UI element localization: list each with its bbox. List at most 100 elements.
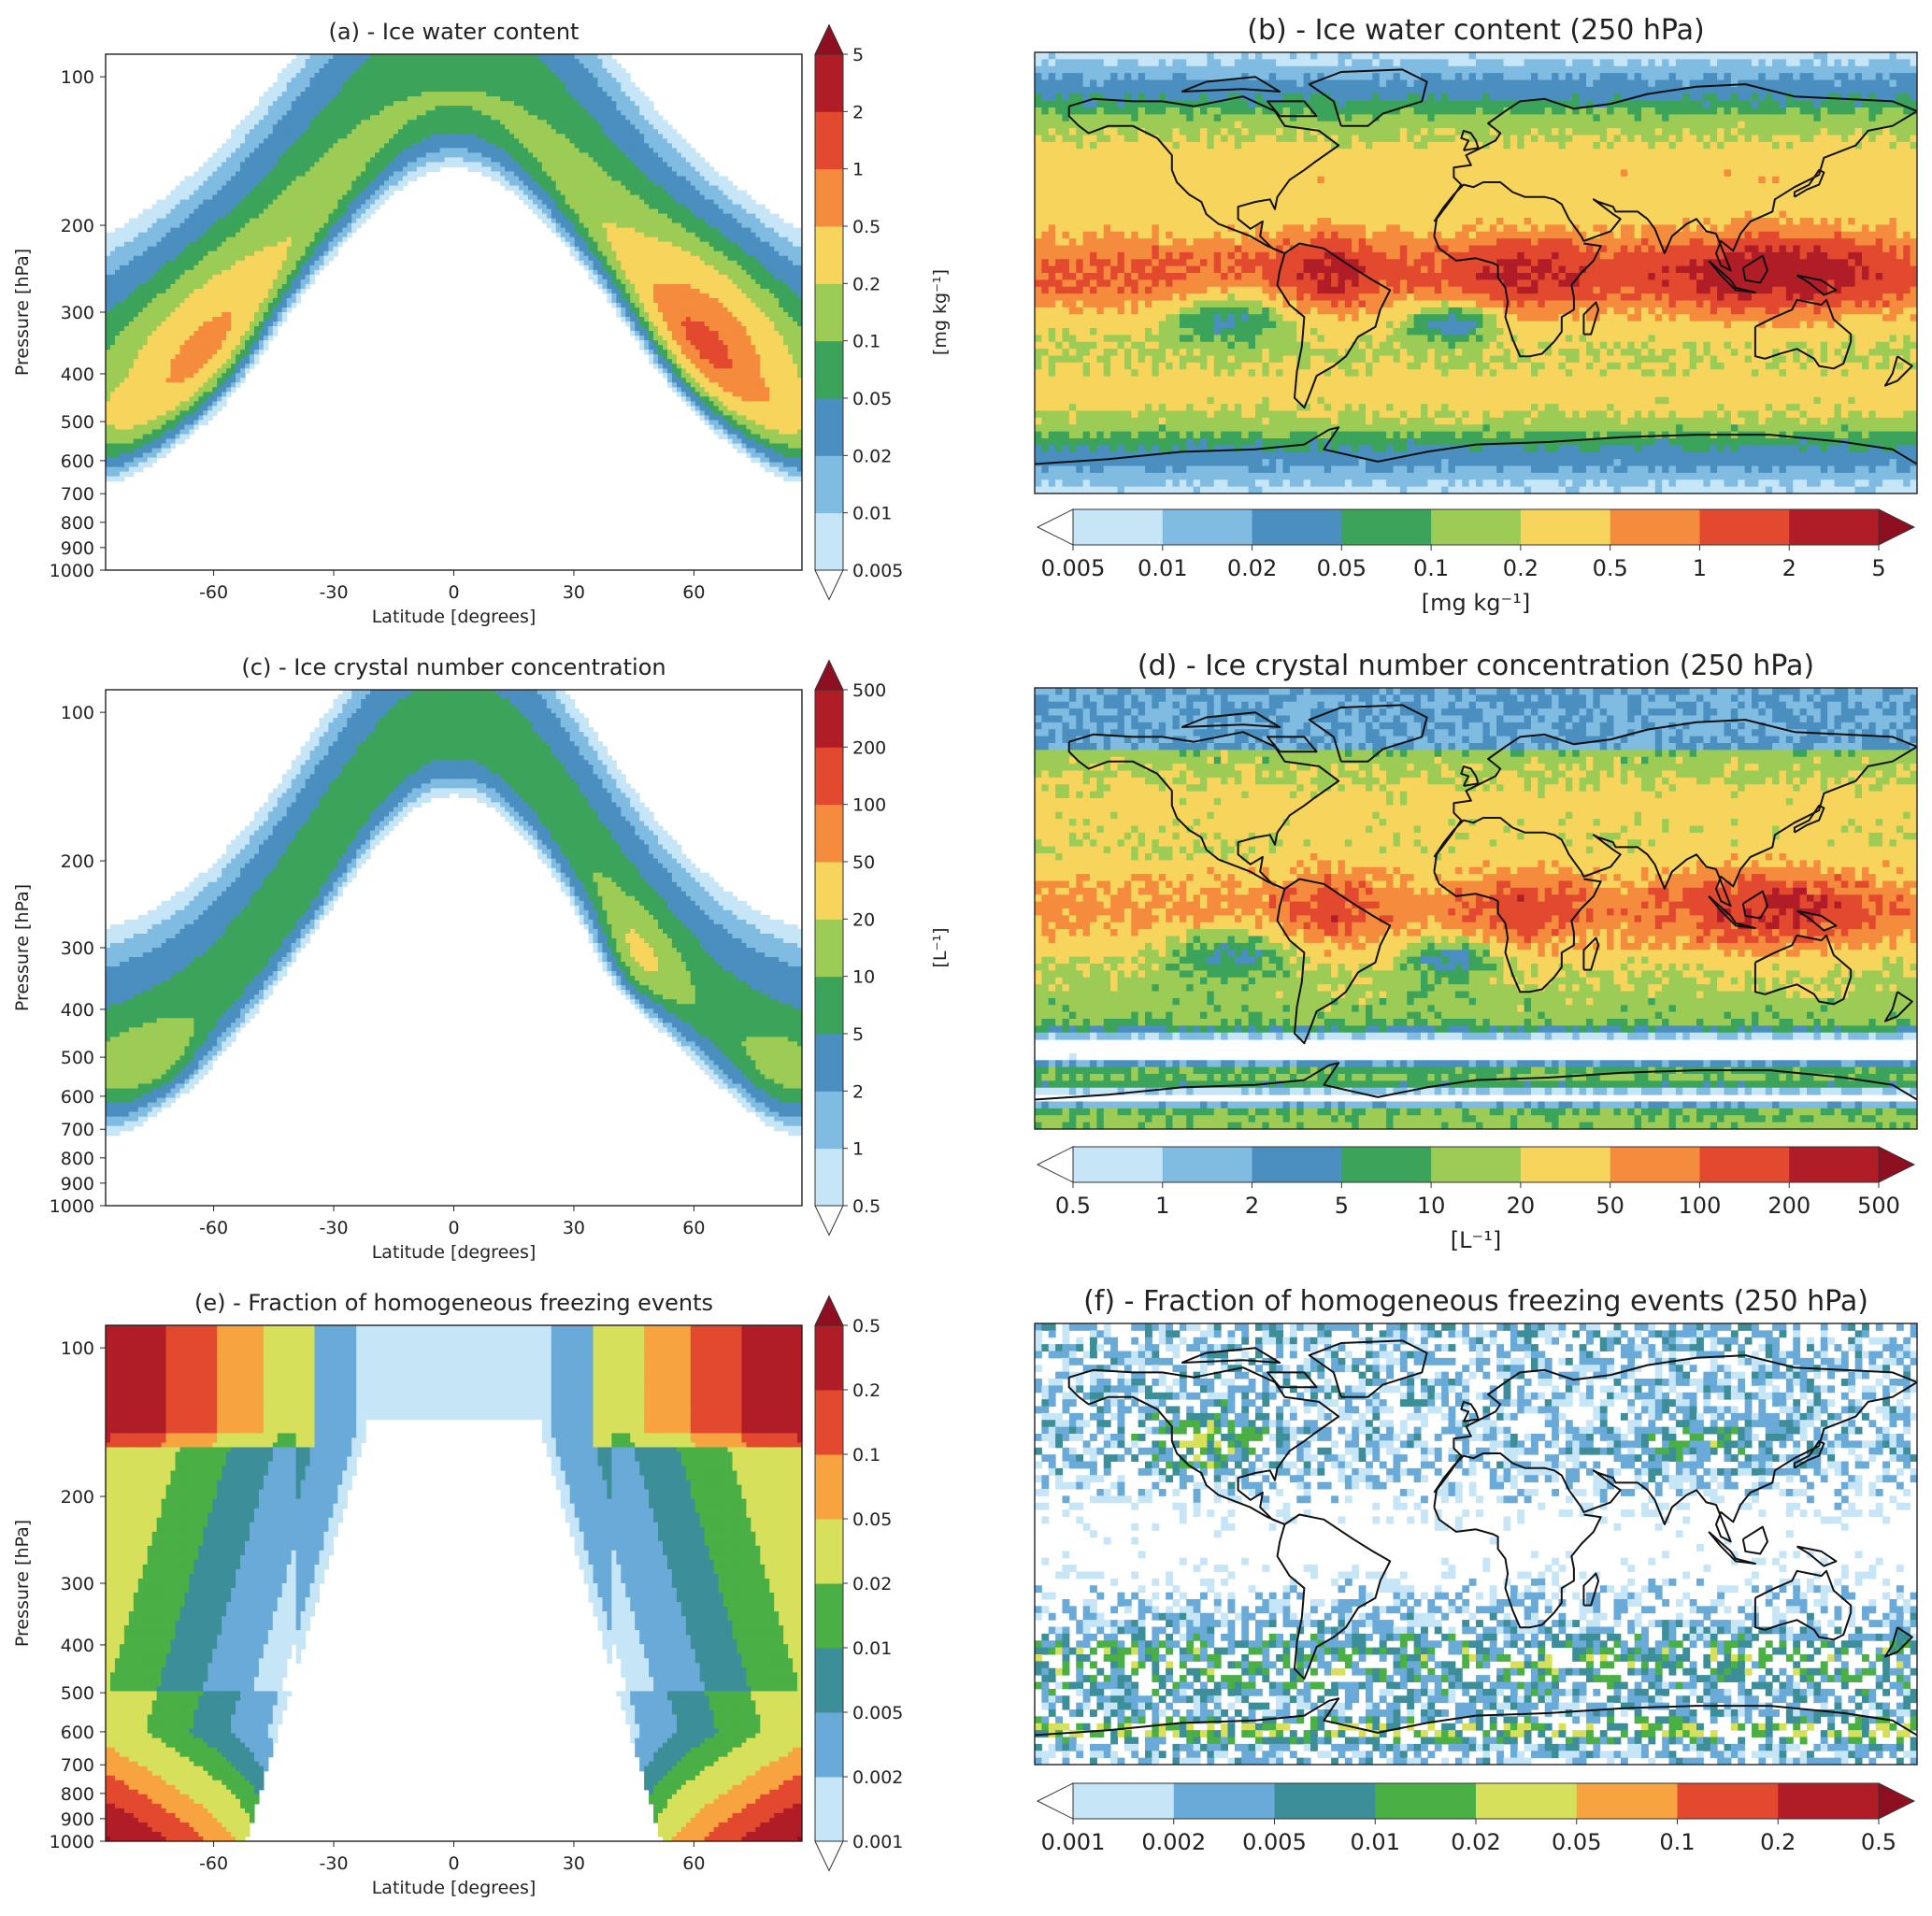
colorbar-tick-label: 1 bbox=[1155, 1193, 1169, 1219]
colorbar-tick-label: 0.1 bbox=[852, 1445, 880, 1466]
contour-field bbox=[106, 54, 802, 482]
colorbar-segment bbox=[1073, 1147, 1164, 1182]
colorbar-tick-label: 0.002 bbox=[1141, 1829, 1206, 1855]
x-tick-label: -30 bbox=[320, 582, 349, 603]
y-tick-label: 500 bbox=[61, 412, 94, 433]
colorbar-segment bbox=[1699, 509, 1790, 545]
colorbar-tick-label: 100 bbox=[852, 795, 886, 816]
y-tick-label: 1000 bbox=[50, 561, 94, 581]
colorbar-segment bbox=[815, 1712, 843, 1778]
colorbar-under-triangle bbox=[1036, 1146, 1074, 1183]
colorbar-tick-label: 0.005 bbox=[852, 1703, 903, 1723]
colorbar-segment bbox=[815, 512, 843, 571]
y-tick-label: 600 bbox=[61, 1087, 94, 1108]
colorbar-tick-label: 0.05 bbox=[852, 389, 892, 409]
colorbar-over-triangle bbox=[814, 23, 844, 55]
x-tick-label: 60 bbox=[682, 582, 705, 603]
colorbar-tick-label: 0.02 bbox=[852, 446, 892, 466]
colorbar-segment bbox=[815, 862, 843, 920]
colorbar-tick-label: 200 bbox=[1767, 1193, 1810, 1219]
colorbar-tick-label: 20 bbox=[852, 909, 875, 930]
y-tick-label: 200 bbox=[61, 216, 94, 236]
colorbar-tick-label: 0.002 bbox=[852, 1767, 903, 1788]
colorbar-d: 0.5 1 2 5 10 20 50 100 200 500 [L⁻¹] bbox=[1036, 1146, 1916, 1253]
colorbar-under-triangle bbox=[1036, 1782, 1074, 1820]
y-tick-label: 300 bbox=[61, 1574, 94, 1594]
y-tick-label: 300 bbox=[61, 938, 94, 959]
y-tick-label: 900 bbox=[61, 538, 94, 559]
colorbar-segment bbox=[815, 111, 843, 170]
y-tick-label: 100 bbox=[61, 1338, 94, 1359]
colorbar-tick-label: 5 bbox=[852, 45, 864, 65]
colorbar-tick-label: 0.001 bbox=[1041, 1829, 1106, 1855]
y-tick-label: 200 bbox=[61, 1487, 94, 1508]
y-tick-label: 800 bbox=[61, 1149, 94, 1169]
y-tick-label: 100 bbox=[61, 67, 94, 88]
colorbar-segment bbox=[815, 747, 843, 806]
coastlines bbox=[1035, 1339, 1917, 1737]
y-axis-label: Pressure [hPa] bbox=[12, 1520, 33, 1647]
colorbar-tick-label: 0.001 bbox=[852, 1832, 903, 1852]
colorbar-tick-label: 0.01 bbox=[1351, 1829, 1400, 1855]
coastlines bbox=[1035, 68, 1917, 465]
colorbar-tick-label: 0.2 bbox=[852, 274, 880, 294]
colorbar-segment bbox=[815, 1034, 843, 1092]
colorbar-segment bbox=[815, 168, 843, 227]
gridded-field bbox=[1035, 688, 1917, 1129]
colorbar-tick-label: 0.2 bbox=[1503, 555, 1538, 581]
panel-d: (d) - Ice crystal number concentration (… bbox=[1034, 650, 1918, 1253]
y-tick-label: 400 bbox=[61, 365, 94, 385]
colorbar-segment bbox=[815, 340, 843, 399]
colorbar-tick-label: 0.005 bbox=[1242, 1829, 1307, 1855]
colorbar-segment bbox=[1576, 1783, 1678, 1819]
colorbar-over-triangle bbox=[814, 1294, 844, 1326]
colorbar-segment bbox=[815, 283, 843, 342]
colorbar-segment bbox=[1778, 1783, 1880, 1819]
x-axis-label: Latitude [degrees] bbox=[372, 1878, 537, 1898]
colorbar-tick-label: 10 bbox=[1417, 1193, 1446, 1219]
x-tick-label: 0 bbox=[448, 1218, 459, 1238]
x-tick-label: -60 bbox=[199, 582, 228, 603]
colorbar-tick-label: 0.5 bbox=[1861, 1829, 1896, 1855]
coastlines bbox=[1035, 704, 1917, 1101]
panel-a: -60 -30 0 30 6010020030040050060070080090010… bbox=[12, 19, 951, 627]
colorbar-segment bbox=[1520, 509, 1611, 545]
colorbar-tick-label: 2 bbox=[852, 102, 864, 122]
x-tick-label: -30 bbox=[320, 1218, 349, 1238]
colorbar-tick-label: 0.5 bbox=[852, 1316, 880, 1337]
colorbar-tick-label: 0.02 bbox=[1451, 1829, 1500, 1855]
y-tick-label: 500 bbox=[61, 1048, 94, 1068]
colorbar-tick-label: 2 bbox=[1782, 555, 1796, 581]
colorbar-tick-label: 5 bbox=[1335, 1193, 1349, 1219]
colorbar-segment bbox=[815, 1148, 843, 1207]
y-tick-label: 400 bbox=[61, 1636, 94, 1656]
colorbar-segment bbox=[1073, 1783, 1175, 1819]
colorbar-segment bbox=[1431, 509, 1522, 545]
colorbar-tick-label: 20 bbox=[1507, 1193, 1536, 1219]
colorbar-tick-label: 50 bbox=[852, 852, 875, 873]
x-axis-label: Latitude [degrees] bbox=[372, 607, 537, 627]
colorbar-segment bbox=[815, 1519, 843, 1584]
colorbar-segment bbox=[815, 226, 843, 284]
colorbar-tick-label: 0.5 bbox=[852, 1196, 880, 1217]
colorbar-segment bbox=[815, 919, 843, 978]
panel-b: (b) - Ice water content (250 hPa)0.005 0.… bbox=[1034, 14, 1918, 616]
colorbar-segment bbox=[815, 1325, 843, 1391]
colorbar-segment bbox=[1789, 1147, 1880, 1182]
colorbar-e: 0.001 0.002 0.005 0.01 0.02 0.05 0.1 0.2 0.5 bbox=[814, 1294, 903, 1872]
colorbar-segment bbox=[1610, 1147, 1700, 1182]
colorbar-b: 0.005 0.01 0.02 0.05 0.1 0.2 0.5 1 2 5 [mg kg⁻¹] bbox=[1036, 508, 1916, 616]
colorbar-segment bbox=[1274, 1783, 1376, 1819]
panel-e: -60 -30 0 30 60 100 200 300 400 500 600 700 800 90010… bbox=[12, 1290, 903, 1898]
colorbar-under-triangle bbox=[1036, 508, 1074, 546]
colorbar-a: 0.005 0.01 0.02 0.05 0.1 0.2 0.5 1 2 5 [mg kg⁻¹] bbox=[814, 23, 951, 601]
colorbar-tick-label: 0.005 bbox=[852, 561, 903, 581]
panel-title: (d) - Ice crystal number concentration (… bbox=[1138, 650, 1814, 682]
colorbar-segment bbox=[815, 690, 843, 748]
panel-title: (a) - Ice water content bbox=[329, 19, 580, 45]
colorbar-segment bbox=[815, 54, 843, 112]
colorbar-segment bbox=[1173, 1783, 1275, 1819]
x-tick-label: 30 bbox=[563, 582, 585, 603]
colorbar-segment bbox=[815, 976, 843, 1035]
